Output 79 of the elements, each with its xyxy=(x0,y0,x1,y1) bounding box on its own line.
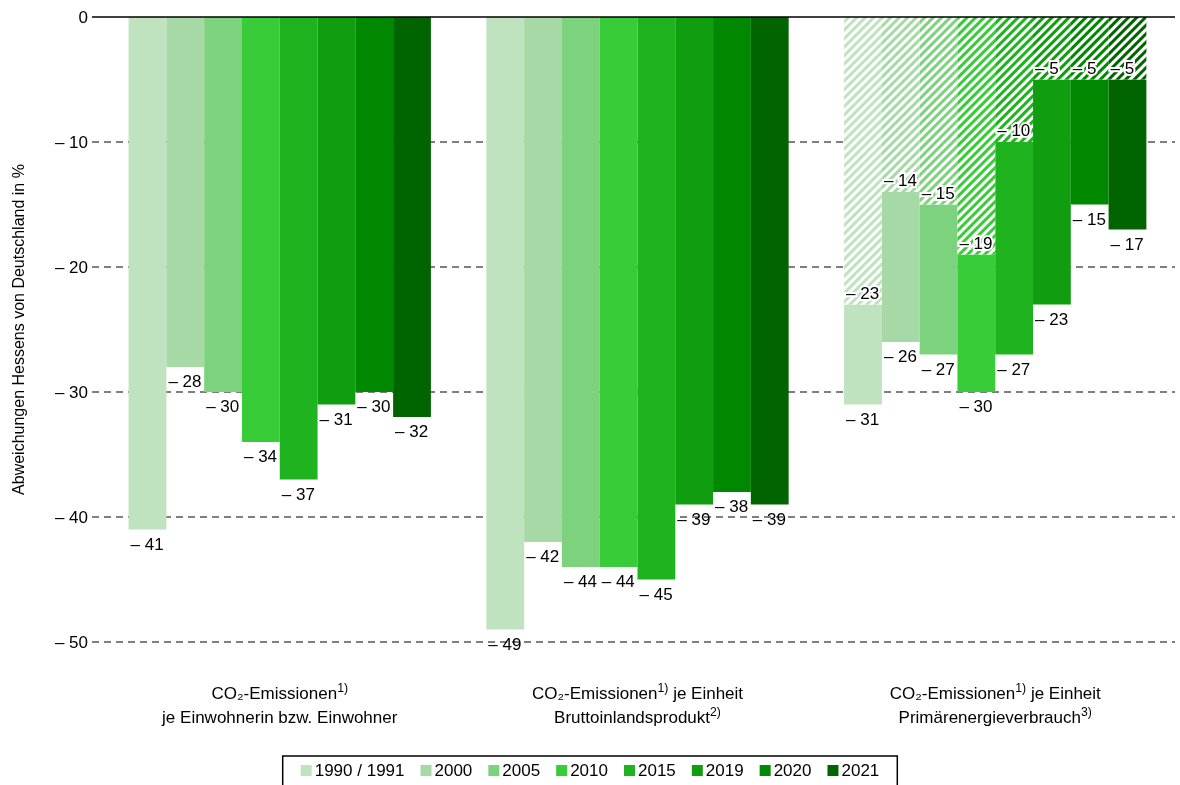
y-tick-label: – 30 xyxy=(54,382,88,402)
data-label: – 45 xyxy=(639,584,673,604)
data-label: – 14 xyxy=(883,171,917,190)
annotation: – 17 xyxy=(1110,234,1144,254)
bar xyxy=(881,192,920,342)
bar xyxy=(957,254,996,392)
legend-label: 1990 / 1991 xyxy=(314,761,405,780)
data-label: – 37 xyxy=(281,484,315,504)
data-label: – 34 xyxy=(243,447,278,466)
data-label: – 49 xyxy=(488,634,522,654)
bar xyxy=(1033,79,1071,305)
bar xyxy=(844,17,882,305)
data-label: – 5 xyxy=(1072,58,1097,78)
annotation: – 23 xyxy=(1035,309,1069,329)
data-label: – 32 xyxy=(395,422,429,441)
data-label: – 41 xyxy=(130,534,164,554)
legend-label: 2010 xyxy=(570,761,608,780)
bar xyxy=(1108,79,1147,230)
legend-label: 2000 xyxy=(434,761,473,780)
data-label: – 23 xyxy=(846,283,880,303)
y-tick-label: – 20 xyxy=(54,257,88,277)
bar xyxy=(713,17,751,492)
data-label: – 5 xyxy=(1110,58,1135,78)
data-label: – 31 xyxy=(319,409,353,429)
data-label: – 30 xyxy=(357,397,391,416)
data-label: – 15 xyxy=(921,183,955,203)
data-label: – 39 xyxy=(752,509,786,529)
y-tick-label: – 10 xyxy=(54,132,88,152)
bar xyxy=(279,17,318,480)
bar xyxy=(317,17,356,405)
data-label: – 44 xyxy=(563,572,598,591)
annotation: – 31 xyxy=(846,409,880,429)
y-tick-label: 0 xyxy=(78,7,88,27)
annotation: – 26 xyxy=(883,347,917,366)
bar xyxy=(393,17,431,417)
annotation: – 30 xyxy=(959,397,993,416)
legend-label: 2020 xyxy=(773,761,812,780)
x-tick-label: CO₂-Emissionen$^{1)}$ je Einwohnerin bzw. Einwohner xyxy=(161,681,398,727)
data-label: – 28 xyxy=(168,372,202,391)
legend-label: 2019 xyxy=(705,761,744,780)
bar xyxy=(995,142,1034,355)
bar xyxy=(750,17,789,505)
bar xyxy=(128,17,167,530)
legend-label: 2021 xyxy=(841,761,880,780)
y-axis-title: Abweichungen Hessens von Deutschland in % xyxy=(10,164,27,495)
bar xyxy=(637,17,676,580)
bar xyxy=(995,17,1034,142)
data-label: – 44 xyxy=(601,572,635,591)
data-label: – 5 xyxy=(1035,58,1059,78)
bar xyxy=(957,17,996,255)
x-tick-label: CO₂-Emissionen$^{1)}$ je Einheit Bruttoinlandsprodukt$^{2)}$ xyxy=(531,681,744,727)
data-label: – 38 xyxy=(715,497,749,516)
data-label: – 10 xyxy=(997,121,1031,140)
legend-label: 2005 xyxy=(502,761,541,780)
bar xyxy=(919,204,958,355)
y-tick-label: – 50 xyxy=(54,632,88,652)
bar xyxy=(204,17,242,392)
bar xyxy=(844,304,882,405)
bar xyxy=(919,17,958,205)
bar xyxy=(561,17,600,567)
bar xyxy=(1070,79,1109,205)
y-tick-label: – 40 xyxy=(54,507,88,527)
bar xyxy=(599,17,638,567)
bar xyxy=(675,17,714,505)
annotation: – 27 xyxy=(921,359,955,379)
data-label: – 39 xyxy=(677,509,711,529)
bar xyxy=(355,17,394,392)
annotation: – 27 xyxy=(997,359,1031,379)
bar xyxy=(881,17,920,192)
data-label: – 42 xyxy=(526,547,560,566)
legend-label: 2015 xyxy=(637,761,676,780)
bar xyxy=(241,17,280,442)
data-label: – 19 xyxy=(959,233,993,253)
x-tick-label: CO₂-Emissionen$^{1)}$ je Einheit Primärenergieverbrauch$^{3)}$ xyxy=(889,681,1102,727)
bar xyxy=(486,17,525,630)
bar xyxy=(524,17,562,542)
data-label: – 30 xyxy=(206,397,240,416)
annotation: – 15 xyxy=(1072,209,1106,229)
bar xyxy=(166,17,205,367)
